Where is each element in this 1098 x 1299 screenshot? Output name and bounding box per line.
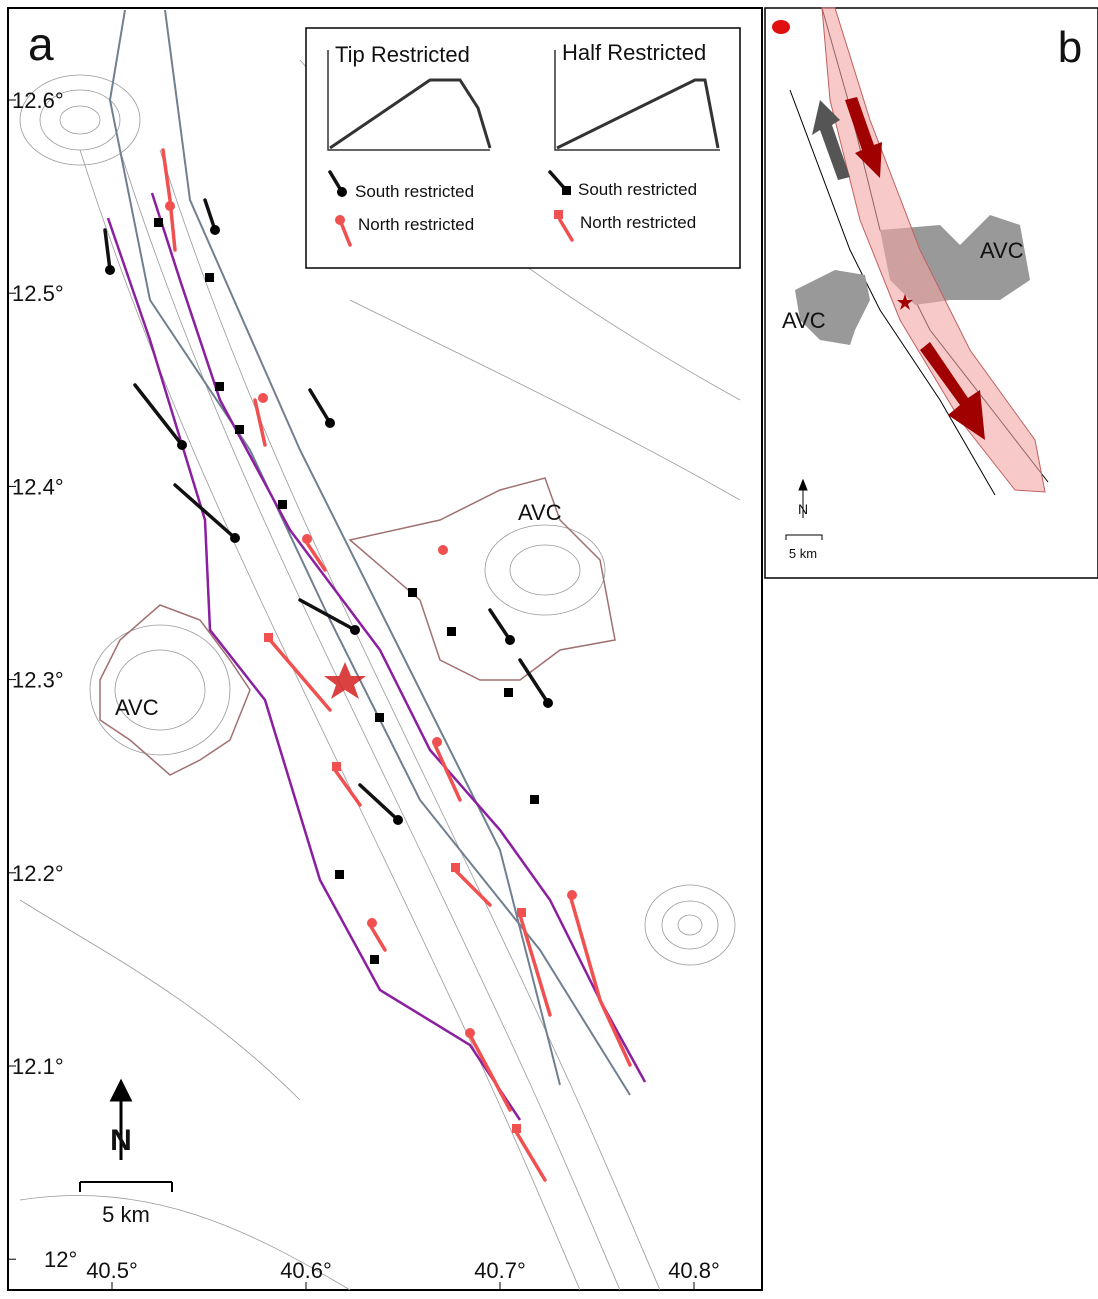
panel-a: a 12.6° 12.5° 12.4° 12.3° 12.2° 12.1° 12° 40.5… — [8, 8, 762, 1290]
lat-label: 12.4° — [12, 474, 64, 499]
figure: a 12.6° 12.5° 12.4° 12.3° 12.2° 12.1° 12° 40.5… — [0, 0, 1098, 1294]
lon-label: 40.8° — [668, 1258, 720, 1283]
legend-entry: North restricted — [580, 213, 696, 232]
legend-title: Tip Restricted — [335, 42, 470, 67]
scale-label: 5 km — [102, 1202, 150, 1227]
legend-entry: South restricted — [355, 182, 474, 201]
panel-b: b AVC AVC N 5 km — [765, 8, 1098, 578]
avc-label: AVC — [980, 238, 1024, 263]
avc-label: AVC — [115, 695, 159, 720]
north-label: N — [798, 501, 808, 517]
legend-title: Half Restricted — [562, 40, 706, 65]
scale-label: 5 km — [789, 546, 817, 561]
avc-label: AVC — [782, 308, 826, 333]
lat-label: 12° — [44, 1247, 77, 1272]
north-label: N — [110, 1124, 132, 1157]
avc-label: AVC — [518, 500, 562, 525]
lon-label: 40.7° — [474, 1258, 526, 1283]
legend-entry: North restricted — [358, 215, 474, 234]
legend-entry: South restricted — [578, 180, 697, 199]
lat-label: 12.6° — [12, 88, 64, 113]
panel-label: a — [28, 18, 54, 70]
lat-label: 12.2° — [12, 861, 64, 886]
panel-label: b — [1058, 23, 1082, 72]
lat-label: 12.3° — [12, 668, 64, 693]
lon-label: 40.5° — [86, 1258, 138, 1283]
lon-label: 40.6° — [280, 1258, 332, 1283]
lat-label: 12.1° — [12, 1054, 64, 1079]
legend: Tip Restricted Half Restricted South res… — [306, 28, 740, 268]
lat-label: 12.5° — [12, 281, 64, 306]
